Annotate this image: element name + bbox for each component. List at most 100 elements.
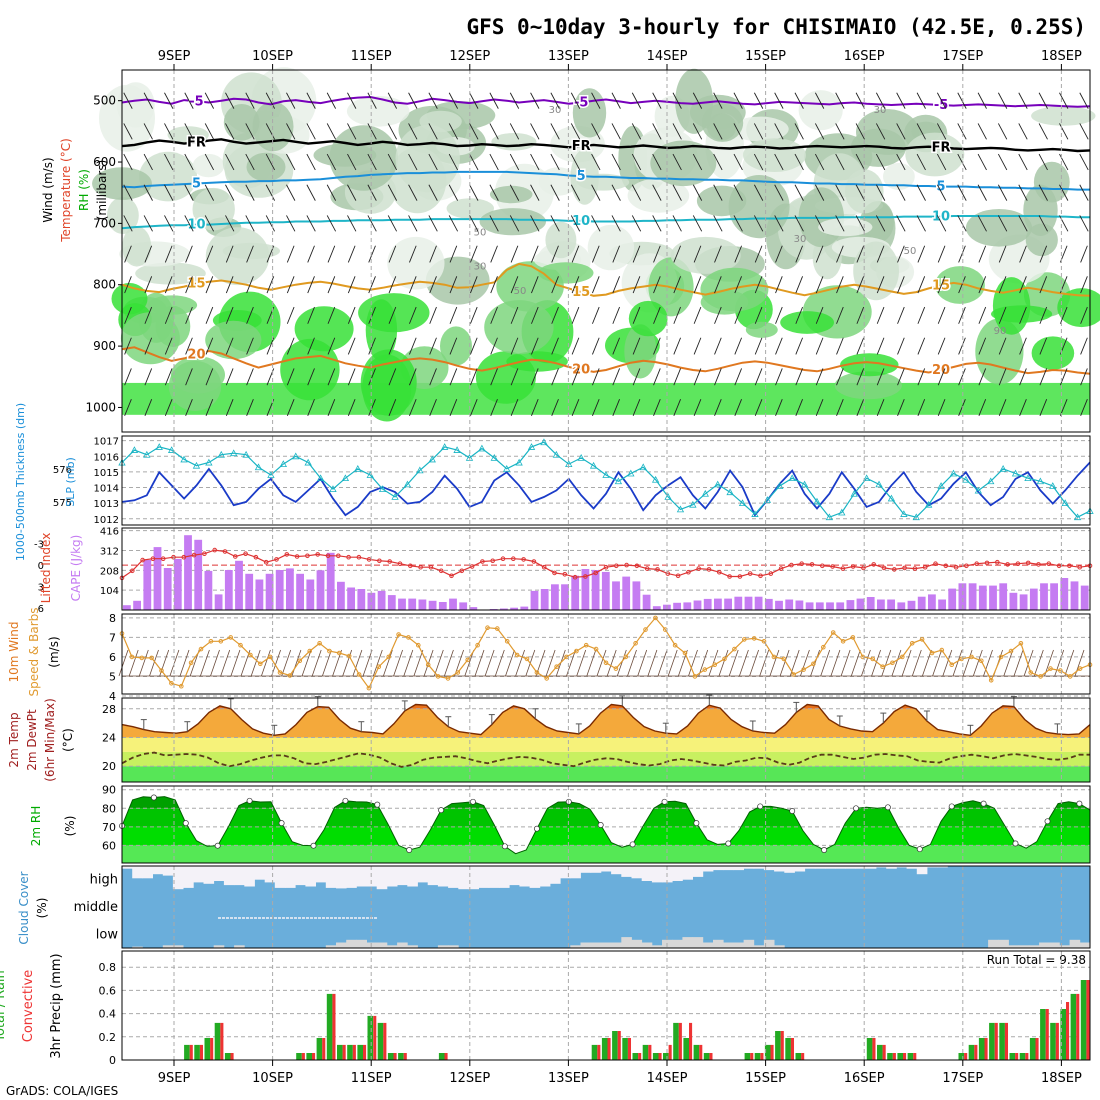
slp-marker xyxy=(341,474,350,482)
wind-barb xyxy=(891,649,902,677)
lifted-index-marker xyxy=(768,571,774,576)
wind-barb xyxy=(937,368,946,386)
wind-speed-marker xyxy=(445,676,451,681)
wind-barb xyxy=(327,337,336,355)
wind-barb xyxy=(428,215,438,232)
wind-barb xyxy=(184,215,194,232)
wind-barb xyxy=(409,337,417,355)
wind-speed-marker xyxy=(435,674,441,679)
total-rain-bar xyxy=(744,1053,751,1060)
lifted-index-marker xyxy=(727,574,732,579)
lifted-index-marker xyxy=(150,556,156,562)
rh-marker xyxy=(884,804,891,811)
wind-speed-marker xyxy=(1058,668,1063,673)
wind-barb xyxy=(307,245,315,263)
wind-barb xyxy=(326,123,337,140)
lifted-index-marker xyxy=(377,558,382,564)
wind-barb xyxy=(250,649,261,677)
cape-bar xyxy=(469,607,478,610)
wind-barb xyxy=(246,306,254,324)
convective-bar xyxy=(199,1044,203,1060)
wind-speed-marker xyxy=(830,630,836,635)
rh-marker xyxy=(278,820,285,827)
wind-barb xyxy=(937,306,946,324)
total-rain-bar xyxy=(652,1053,659,1060)
wind-barb xyxy=(653,306,661,324)
rh-30-50-shade xyxy=(192,187,235,231)
wind-barb xyxy=(1054,649,1065,677)
wind-barb xyxy=(631,92,642,109)
high-cloud-bar xyxy=(825,866,836,869)
temperature-contour xyxy=(121,138,1091,153)
high-cloud-bar xyxy=(733,866,744,871)
high-cloud-bar xyxy=(845,866,857,869)
wind-barb xyxy=(997,153,1008,171)
wind-barb xyxy=(978,245,987,263)
rh-30-50-shade xyxy=(122,226,152,267)
wind-barb xyxy=(362,649,373,677)
wind-barb xyxy=(856,276,865,294)
slp-tick-label: 1016 xyxy=(94,452,119,463)
wind-barb xyxy=(448,184,459,201)
wind-barb xyxy=(936,153,947,171)
wind-barb xyxy=(368,245,376,263)
wind-barb xyxy=(937,245,946,263)
wind-barb xyxy=(937,398,946,417)
lifted-index-marker xyxy=(305,553,310,559)
wind-barb xyxy=(612,276,620,294)
high-cloud-bar xyxy=(672,866,683,881)
wind-barb xyxy=(652,184,662,201)
high-cloud-bar xyxy=(580,866,592,873)
wind-barb xyxy=(265,123,276,140)
wind-barb xyxy=(281,649,292,677)
wind-barb xyxy=(306,184,316,201)
wind-speed-marker xyxy=(603,660,609,666)
wind-barb xyxy=(978,368,987,386)
wind-barb xyxy=(449,276,458,294)
low-cloud-bar xyxy=(1028,945,1040,948)
wind-speed-marker xyxy=(504,639,510,644)
wind-speed-marker xyxy=(337,650,342,656)
high-cloud-bar xyxy=(478,866,490,888)
low-cloud-bar xyxy=(1018,945,1030,948)
convective-bar xyxy=(1055,1022,1059,1060)
high-cloud-bar xyxy=(865,866,877,869)
wind-barb xyxy=(505,649,515,677)
wind-barb xyxy=(835,123,845,140)
rh-axis-label: 2m RH xyxy=(29,806,43,847)
cape-bar xyxy=(561,584,569,610)
wind-barb xyxy=(794,92,804,109)
wind-barb xyxy=(123,215,133,232)
wind-barb xyxy=(653,276,661,294)
total-rain-bar xyxy=(214,1022,221,1060)
total-rain-bar xyxy=(785,1038,791,1060)
cape-bar xyxy=(418,599,427,610)
wind-barb xyxy=(611,123,621,140)
wind-barb xyxy=(185,398,193,417)
wind-barb xyxy=(616,649,627,677)
wind-barb xyxy=(144,398,153,417)
wind-barb xyxy=(470,368,478,386)
pressure-tick-label: 900 xyxy=(93,339,116,353)
rh-marker xyxy=(182,820,189,827)
lifted-index-marker xyxy=(737,574,743,579)
wind-barb xyxy=(185,306,193,324)
high-cloud-bar xyxy=(804,866,816,869)
wind-barb xyxy=(143,153,153,171)
total-rain-bar xyxy=(398,1053,404,1060)
rh-50-70-shade xyxy=(223,104,260,141)
high-cloud-bar xyxy=(876,866,887,868)
wind-barb xyxy=(734,245,742,263)
wind-barb xyxy=(653,368,661,386)
wind-barb xyxy=(897,276,905,294)
wind-barb xyxy=(225,245,234,263)
wind-barb xyxy=(774,92,784,109)
top-date-label: 11SEP xyxy=(351,49,392,64)
wind-barb xyxy=(714,398,722,417)
wind-barb xyxy=(774,215,784,232)
wind-barb xyxy=(901,649,912,677)
wind-barb xyxy=(286,123,296,140)
rh-marker xyxy=(693,820,700,827)
high-cloud-bar xyxy=(763,866,775,871)
rh-band-below-60 xyxy=(122,845,1090,863)
